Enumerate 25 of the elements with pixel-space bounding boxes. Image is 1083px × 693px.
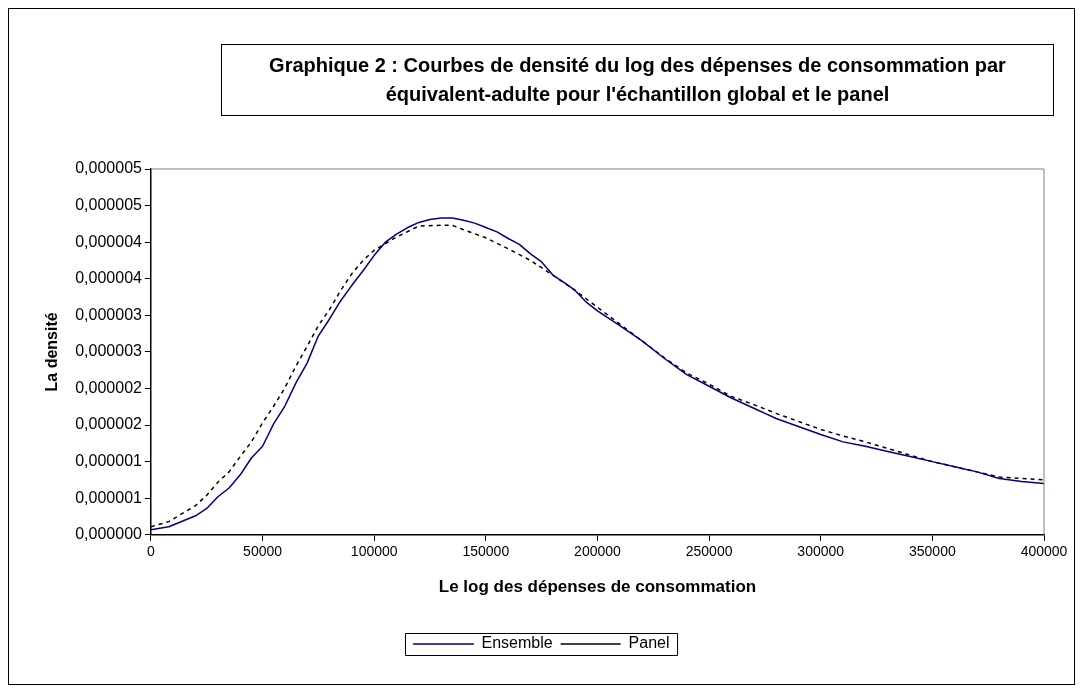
legend-label: Ensemble: [481, 634, 553, 652]
y-tick-label: 0,000005: [75, 159, 143, 177]
x-tick-label: 350000: [909, 543, 956, 560]
y-axis-title: La densité: [43, 312, 61, 392]
y-tick-label: 0,000001: [75, 452, 143, 470]
y-tick-label: 0,000003: [75, 342, 143, 360]
y-tick-label: 0,000002: [75, 415, 143, 433]
y-tick-label: 0,000003: [75, 305, 143, 323]
x-tick-label: 200000: [574, 543, 622, 560]
x-axis-title: Le log des dépenses de consommation: [438, 577, 757, 597]
legend-label: Panel: [628, 634, 670, 652]
y-tick-label: 0,000002: [75, 378, 143, 396]
y-tick-label: 0,000004: [75, 232, 143, 250]
x-tick-label: 0: [147, 543, 156, 560]
x-tick-label: 400000: [1020, 543, 1068, 560]
x-tick-label: 250000: [685, 543, 733, 560]
x-tick-label: 300000: [797, 543, 845, 560]
x-tick-label: 100000: [350, 543, 398, 560]
chart-title: Graphique 2 : Courbes de densité du log des dépenses de consommation par équivalent-adulte pour l'échantillon global et le panel: [221, 44, 1054, 116]
x-tick-label: 50000: [243, 543, 283, 560]
y-tick-label: 0,000005: [75, 195, 143, 213]
y-tick-label: 0,000004: [75, 269, 143, 287]
y-tick-label: 0,000001: [75, 488, 143, 506]
x-tick-label: 150000: [462, 543, 510, 560]
y-tick-label: 0,000000: [75, 525, 143, 543]
